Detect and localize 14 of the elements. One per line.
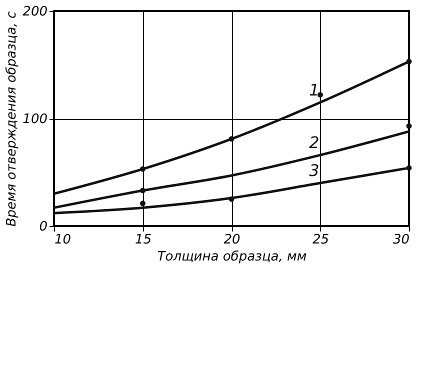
line-series: [52, 130, 410, 209]
y-axis-title: Время отверждения образца, с: [4, 11, 20, 227]
series-label: 2: [309, 133, 320, 152]
series-label: 3: [309, 161, 320, 180]
y-tick-label: 0: [39, 220, 48, 234]
x-tick-label: 30: [392, 232, 410, 248]
x-axis-title: Толщина образца, мм: [157, 250, 307, 264]
y-tick-label: 200: [22, 4, 48, 20]
x-tick-label: 20: [224, 232, 240, 248]
y-tick-label: 100: [22, 112, 48, 127]
x-tick-label: 25: [312, 232, 330, 248]
series-label: 1: [309, 80, 320, 100]
x-tick-label: 15: [134, 232, 152, 248]
x-tick-label: 10: [54, 232, 72, 248]
